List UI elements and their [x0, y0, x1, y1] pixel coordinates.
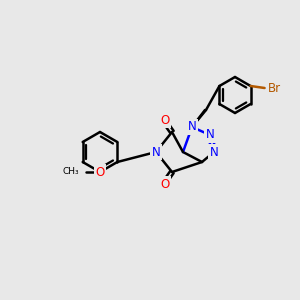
Text: N: N — [188, 121, 196, 134]
Text: N: N — [206, 128, 214, 142]
Text: CH₃: CH₃ — [62, 167, 79, 176]
Text: O: O — [160, 113, 169, 127]
Text: Br: Br — [268, 82, 281, 94]
Text: O: O — [95, 166, 105, 178]
Text: N: N — [152, 146, 160, 158]
Text: O: O — [160, 178, 169, 190]
Text: N: N — [210, 146, 218, 158]
